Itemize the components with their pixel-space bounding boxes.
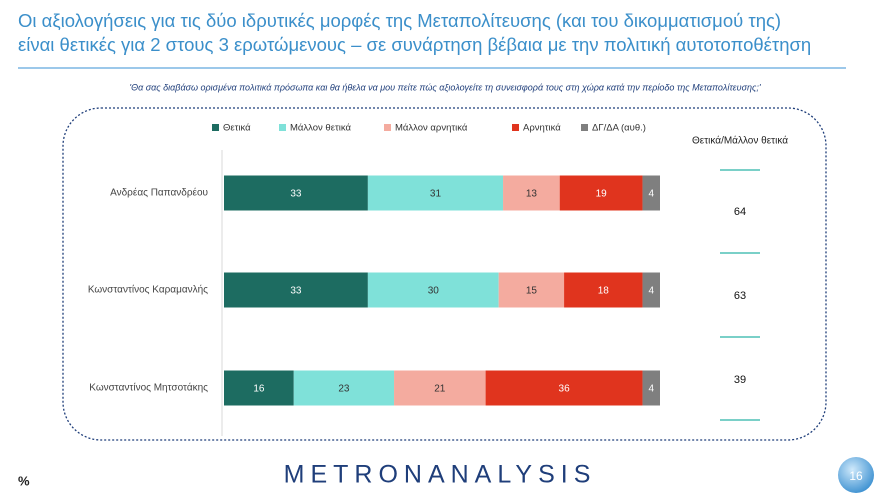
value-label: 36 bbox=[559, 384, 571, 395]
summary-title: Θετικά/Μάλλον θετικά bbox=[692, 135, 788, 147]
summary-value: 63 bbox=[734, 290, 746, 302]
legend-label: Θετικά bbox=[223, 123, 251, 134]
legend-swatch bbox=[279, 124, 286, 131]
value-label: 23 bbox=[338, 384, 350, 395]
bar-segment bbox=[642, 175, 660, 211]
summary-value: 64 bbox=[734, 206, 746, 218]
legend-label: Μάλλον θετικά bbox=[290, 123, 351, 134]
value-label: 19 bbox=[596, 189, 608, 200]
bar-segment bbox=[224, 175, 368, 211]
bar-segment bbox=[559, 175, 643, 211]
summary-value: 39 bbox=[734, 374, 746, 386]
value-label: 13 bbox=[526, 189, 538, 200]
bar-segment bbox=[498, 272, 565, 308]
legend-label: ΔΓ/ΔΑ (αυθ.) bbox=[592, 123, 646, 134]
legend-swatch bbox=[212, 124, 219, 131]
legend-label: Αρνητικά bbox=[523, 123, 561, 134]
subtitle: 'Θα σας διαβάσω ορισμένα πολιτικά πρόσωπ… bbox=[129, 82, 761, 92]
value-label: 4 bbox=[648, 189, 654, 200]
value-label: 30 bbox=[428, 286, 440, 297]
page-number: 16 bbox=[849, 469, 863, 483]
bar-segment bbox=[642, 370, 660, 406]
value-label: 15 bbox=[526, 286, 538, 297]
bar-segment bbox=[503, 175, 560, 211]
value-label: 16 bbox=[253, 384, 265, 395]
bar-segment bbox=[367, 175, 504, 211]
value-label: 18 bbox=[598, 286, 610, 297]
value-label: 21 bbox=[434, 384, 446, 395]
value-label: 4 bbox=[648, 384, 654, 395]
frame bbox=[62, 107, 827, 441]
value-label: 33 bbox=[290, 189, 302, 200]
bar-segment bbox=[293, 370, 395, 406]
category-label: Κωνσταντίνος Καραμανλής bbox=[88, 284, 208, 296]
value-label: 4 bbox=[648, 286, 654, 297]
bar-segment bbox=[224, 272, 368, 308]
unit-label: % bbox=[18, 473, 30, 488]
bar-segment bbox=[394, 370, 486, 406]
bar-segment bbox=[367, 272, 499, 308]
title-line: Οι αξιολογήσεις για τις δύο ιδρυτικές μο… bbox=[18, 10, 781, 31]
bar-segment bbox=[224, 370, 294, 406]
title-line: είναι θετικές για 2 στους 3 ερωτώμενους … bbox=[18, 34, 811, 55]
legend-swatch bbox=[581, 124, 588, 131]
legend-swatch bbox=[512, 124, 519, 131]
page-badge bbox=[838, 457, 874, 493]
bar-segment bbox=[564, 272, 643, 308]
legend-label: Μάλλον αρνητικά bbox=[395, 123, 468, 134]
bar-segment bbox=[485, 370, 643, 406]
brand: METRONANALYSIS bbox=[284, 461, 597, 489]
category-label: Ανδρέας Παπανδρέου bbox=[110, 187, 208, 199]
category-label: Κωνσταντίνος Μητσοτάκης bbox=[89, 382, 208, 394]
bar-segment bbox=[642, 272, 660, 308]
value-label: 31 bbox=[430, 189, 442, 200]
legend-swatch bbox=[384, 124, 391, 131]
value-label: 33 bbox=[290, 286, 302, 297]
